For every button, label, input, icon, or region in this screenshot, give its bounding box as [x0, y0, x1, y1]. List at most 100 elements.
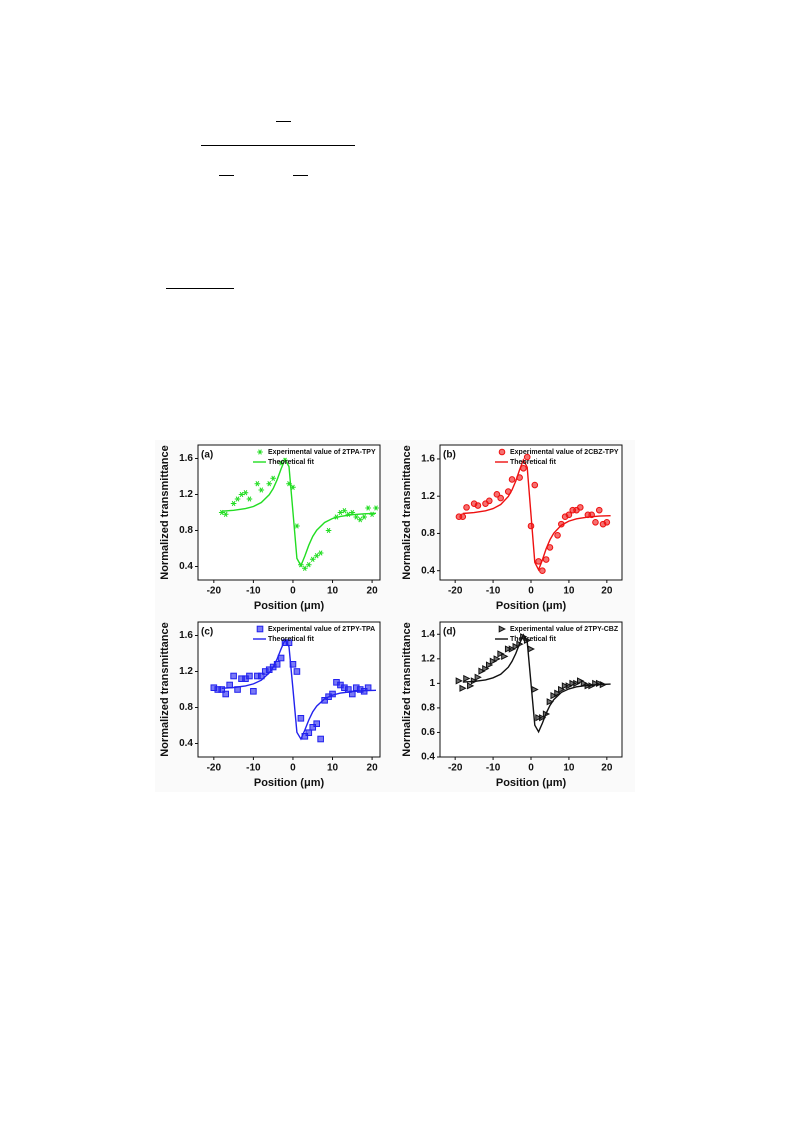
- data-point: [474, 502, 482, 509]
- x-tick-label: 10: [327, 586, 339, 597]
- chart: -20 -10 0 10 20 0.4 0.8 1.2 1.6 Position (μm) Norm…: [159, 444, 381, 612]
- data-point: [516, 474, 523, 481]
- y-tick-label: 1.6: [179, 630, 193, 641]
- data-point: [508, 476, 516, 483]
- chart: -20 -10 0 10 20 0.4 0.8 1.2 1.6 Position (μm) Norm…: [401, 444, 623, 612]
- data-point: [349, 690, 356, 698]
- data-point: [493, 655, 501, 663]
- legend-label: Experimental value of 2TPA-TPY: [268, 449, 376, 456]
- data-point: [270, 475, 276, 481]
- y-tick-label: 1.4: [421, 629, 435, 640]
- legend-label: Experimental value of 2TPY-TPA: [268, 626, 375, 633]
- data-point: [497, 494, 504, 502]
- data-point: [246, 496, 253, 502]
- data-point: [250, 688, 257, 695]
- x-tick-label: -10: [246, 763, 261, 774]
- data-point: [321, 697, 328, 704]
- fraction-bar: [276, 121, 291, 122]
- data-point: [305, 562, 312, 568]
- x-tick-label: -20: [448, 586, 463, 597]
- data-point: [482, 665, 490, 673]
- y-tick-label: 0.6: [421, 727, 435, 738]
- legend-marker: [498, 625, 506, 633]
- x-tick-label: 20: [367, 586, 379, 597]
- x-axis-label: Position (μm): [496, 600, 567, 612]
- data-point: [289, 661, 297, 668]
- data-point: [242, 490, 249, 496]
- data-point: [230, 672, 237, 680]
- y-tick-label: 0.8: [179, 702, 193, 713]
- fit-line: [462, 458, 611, 572]
- legend-label: Theoretical fit: [268, 459, 315, 466]
- data-point: [478, 667, 486, 675]
- data-point: [467, 682, 475, 690]
- data-point: [341, 508, 348, 514]
- data-point: [349, 509, 356, 516]
- data-point: [520, 464, 527, 472]
- data-point: [592, 518, 599, 526]
- data-point: [592, 679, 600, 687]
- x-tick-label: -10: [486, 763, 501, 774]
- x-tick-label: -20: [448, 763, 463, 774]
- fraction-bar: [219, 175, 234, 176]
- data-point: [360, 688, 368, 695]
- y-tick-label: 0.4: [421, 565, 435, 576]
- data-point: [576, 677, 585, 685]
- data-point: [588, 682, 596, 690]
- legend-label: Theoretical fit: [268, 636, 315, 643]
- data-point: [313, 720, 320, 728]
- data-point: [493, 491, 501, 498]
- y-tick-label: 0.8: [179, 525, 193, 536]
- data-point: [595, 679, 604, 687]
- data-point: [298, 562, 304, 568]
- data-point: [535, 714, 543, 722]
- data-point: [369, 511, 375, 517]
- legend-marker: [256, 625, 264, 633]
- data-point: [282, 457, 288, 463]
- data-point: [527, 645, 535, 653]
- x-tick-label: 10: [327, 763, 339, 774]
- data-point: [565, 682, 573, 690]
- data-point: [290, 484, 296, 490]
- x-axis-label: Position (μm): [254, 600, 325, 612]
- data-point: [554, 532, 561, 539]
- data-point: [463, 674, 471, 683]
- y-axis-label: Normalized transmittance: [401, 445, 413, 579]
- y-axis-label: Normalized transmittance: [159, 622, 171, 756]
- data-point: [345, 511, 352, 517]
- data-point: [504, 488, 512, 495]
- x-tick-label: 0: [528, 586, 534, 597]
- y-axis-label: Normalized transmittance: [401, 622, 413, 756]
- data-point: [501, 652, 509, 660]
- data-point: [373, 505, 379, 511]
- data-point: [603, 518, 611, 526]
- data-point: [580, 679, 589, 687]
- data-point: [569, 679, 577, 687]
- data-point: [285, 639, 293, 646]
- data-point: [527, 522, 535, 530]
- data-point: [542, 710, 551, 718]
- data-point: [542, 556, 550, 563]
- data-point: [309, 724, 317, 731]
- legend-label: Experimental value of 2CBZ-TPY: [510, 449, 619, 456]
- y-tick-label: 0.8: [421, 703, 435, 714]
- x-tick-label: 0: [290, 763, 296, 774]
- fit-line: [462, 633, 611, 734]
- legend-label: Experimental value of 2TPY-CBZ: [510, 626, 619, 633]
- data-point: [497, 650, 505, 658]
- legend-label: Theoretical fit: [510, 636, 557, 643]
- panel-label: (a): [201, 450, 213, 461]
- data-point: [254, 481, 261, 487]
- data-point: [218, 686, 226, 693]
- data-point: [584, 682, 592, 690]
- data-point: [365, 505, 371, 511]
- data-point: [317, 550, 324, 556]
- data-point: [258, 672, 265, 680]
- x-axis-label: Position (μm): [496, 777, 567, 789]
- data-point: [595, 506, 603, 514]
- data-point: [573, 679, 581, 687]
- data-point: [512, 642, 520, 651]
- data-point: [293, 668, 301, 675]
- data-point: [576, 504, 584, 511]
- data-point: [489, 657, 498, 665]
